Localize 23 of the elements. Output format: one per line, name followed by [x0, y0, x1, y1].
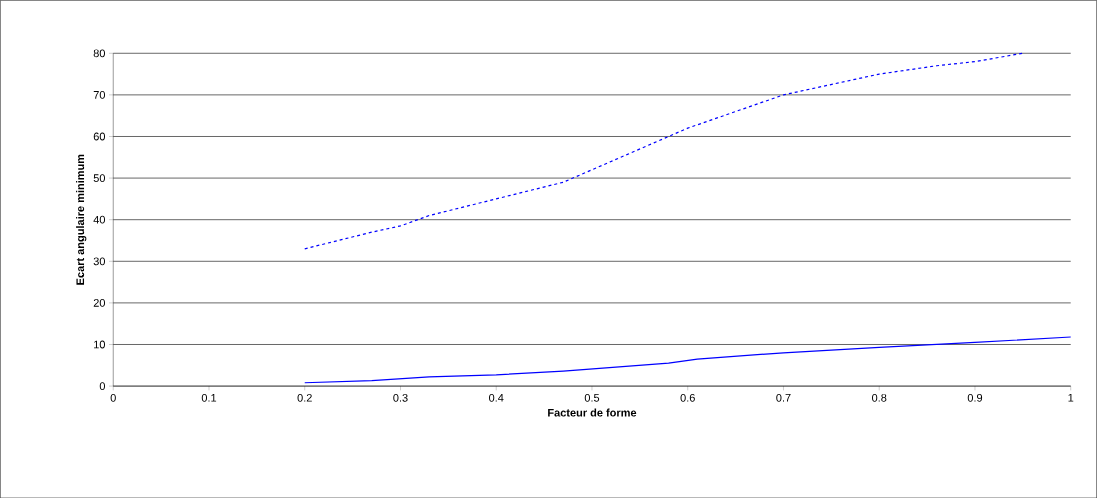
y-tick-label: 40	[93, 215, 105, 224]
x-tick-label: 0.5	[584, 393, 600, 402]
y-tick-label: 80	[93, 49, 105, 58]
y-tick-label: 50	[93, 174, 105, 182]
y-tick-label: 10	[94, 340, 105, 349]
x-tick-label: 0.6	[680, 393, 695, 402]
x-tick-label: 0.9	[967, 393, 983, 402]
x-tick-label: 0.8	[872, 393, 887, 402]
y-tick-label: 60	[93, 132, 105, 141]
x-tick-label: 0.2	[297, 393, 312, 402]
y-axis-title: Ecart angulaire minimum	[76, 154, 87, 285]
y-tick-label: 70	[93, 90, 105, 99]
x-tick-label: 1	[1068, 393, 1074, 402]
x-tick-label: 0	[110, 393, 116, 402]
y-tick-label: 20	[93, 298, 105, 307]
x-axis-title: Facteur de forme	[548, 408, 637, 417]
x-tick-label: 0.3	[393, 393, 408, 402]
y-tick-label: 0	[99, 382, 106, 390]
x-tick-label: 0.1	[201, 393, 217, 402]
y-tick-label: 30	[93, 257, 105, 266]
x-tick-label: 0.4	[489, 393, 504, 402]
line-series	[304, 336, 1072, 384]
x-tick-label: 0.7	[776, 393, 791, 402]
